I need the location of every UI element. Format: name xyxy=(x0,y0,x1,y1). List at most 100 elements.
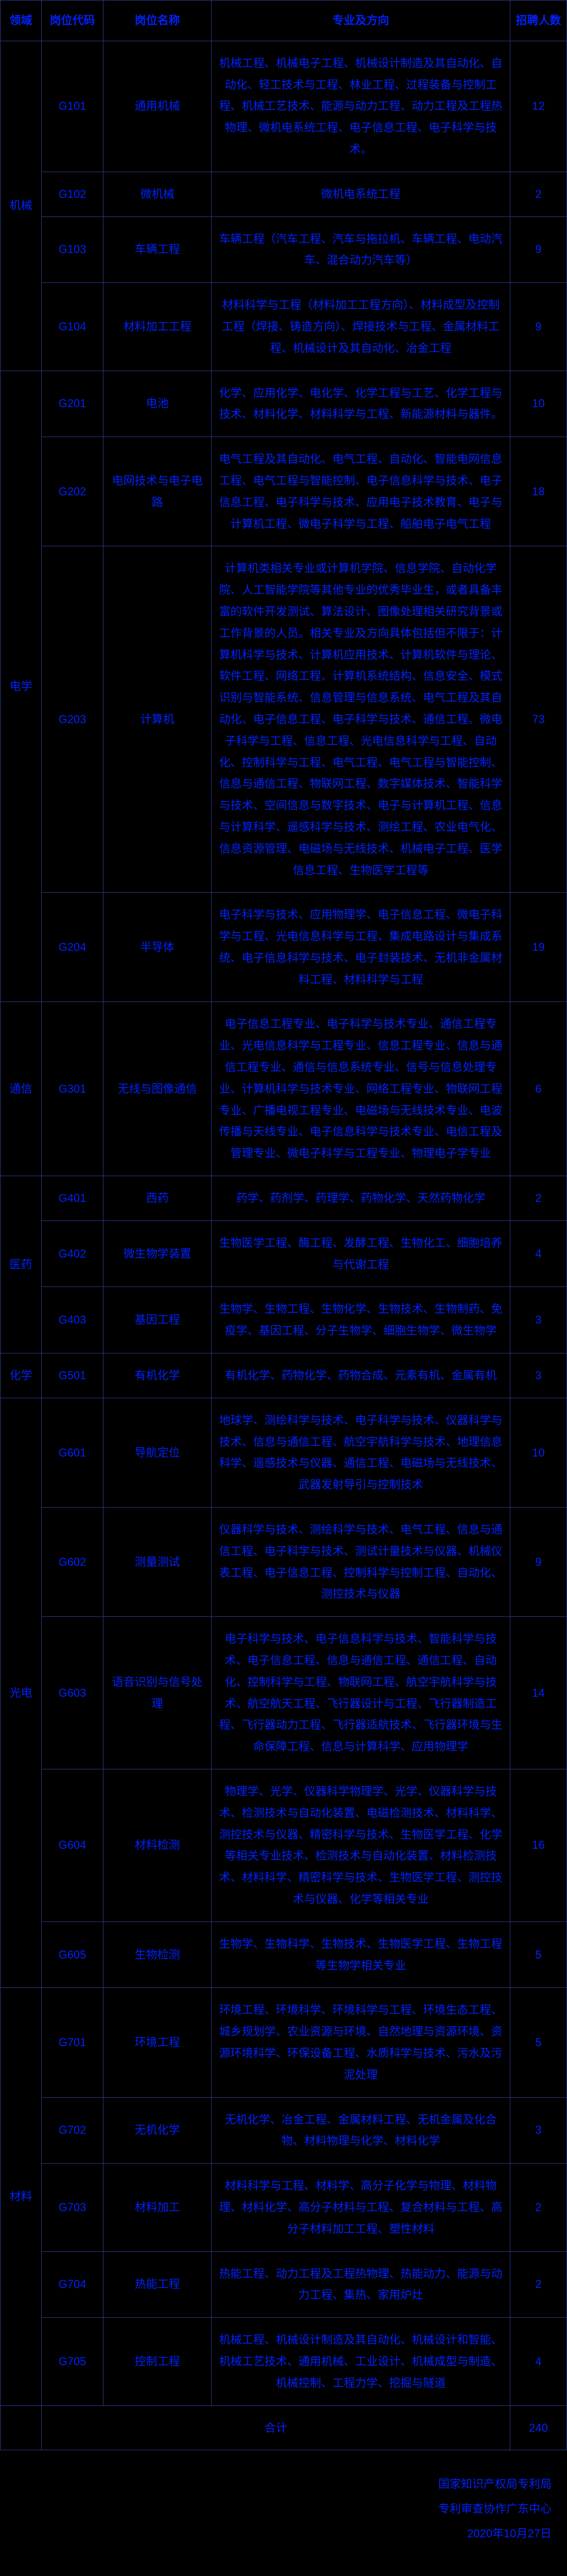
table-row: G605生物检测生物学、生物科学、生物技术、生物医学工程、生物工程等生物学相关专… xyxy=(1,1921,567,1988)
code-cell: G301 xyxy=(42,1002,104,1176)
count-cell: 10 xyxy=(510,1398,567,1507)
table-row: G204半导体电子科学与技术、应用物理学、电子信息工程、微电子科学与工程、光电信… xyxy=(1,893,567,1002)
count-cell: 3 xyxy=(510,1287,567,1353)
table-row: 电学G201电池化学、应用化学、电化学、化学工程与工艺、化学工程与技术、材料化学… xyxy=(1,371,567,437)
major-cell: 化学、应用化学、电化学、化学工程与工艺、化学工程与技术、材料化学、材料科学与工程… xyxy=(212,371,510,437)
domain-cell: 光电 xyxy=(1,1398,42,1988)
code-cell: G202 xyxy=(42,437,104,546)
table-row: G704热能工程热能工程、动力工程及工程热物理、热能动力、能源与动力工程、集热、… xyxy=(1,2251,567,2318)
table-row: G102微机械微机电系统工程2 xyxy=(1,172,567,216)
total-count-cell: 240 xyxy=(510,2405,567,2450)
table-row: G602测量测试仪器科学与技术、测绘科学与技术、电气工程、信息与通信工程、电子科… xyxy=(1,1508,567,1617)
footer-org1: 国家知识产权局专利局 xyxy=(0,2473,552,2496)
post-cell: 环境工程 xyxy=(104,1988,212,2097)
major-cell: 生物学、生物科学、生物技术、生物医学工程、生物工程等生物学相关专业 xyxy=(212,1921,510,1988)
count-cell: 4 xyxy=(510,2318,567,2405)
major-cell: 仪器科学与技术、测绘科学与技术、电气工程、信息与通信工程、电子科学与技术、测试计… xyxy=(212,1508,510,1617)
post-cell: 生物检测 xyxy=(104,1921,212,1988)
table-row: 化学G501有机化学有机化学、药物化学、药物合成、元素有机、金属有机3 xyxy=(1,1353,567,1398)
major-cell: 药学、药剂学、药理学、药物化学、天然药物化学 xyxy=(212,1176,510,1221)
domain-cell: 通信 xyxy=(1,1002,42,1176)
post-cell: 通用机械 xyxy=(104,41,212,172)
total-blank xyxy=(1,2405,42,2450)
count-cell: 2 xyxy=(510,1176,567,1221)
major-cell: 机械工程、机械设计制造及其自动化、机械设计和智能、机械工艺技术、通用机械、工业设… xyxy=(212,2318,510,2405)
count-cell: 12 xyxy=(510,41,567,172)
major-cell: 生物学、生物工程、生物化学、生物技术、生物制药、免疫学、基因工程、分子生物学、细… xyxy=(212,1287,510,1353)
major-cell: 材料科学与工程、材料学、高分子化学与物理、材料物理、材料化学、高分子材料与工程、… xyxy=(212,2164,510,2251)
major-cell: 地球学、测绘科学与技术、电子科学与技术、仪器科学与技术、信息与通信工程、航空宇航… xyxy=(212,1398,510,1507)
code-cell: G703 xyxy=(42,2164,104,2251)
code-cell: G702 xyxy=(42,2097,104,2164)
post-cell: 无机化学 xyxy=(104,2097,212,2164)
code-cell: G705 xyxy=(42,2318,104,2405)
table-row: G702无机化学无机化学、冶金工程、金属材料工程、无机金属及化合物、材料物理与化… xyxy=(1,2097,567,2164)
code-cell: G203 xyxy=(42,546,104,893)
table-row: G203计算机计算机类相关专业或计算机学院、信息学院、自动化学院、人工智能学院等… xyxy=(1,546,567,893)
count-cell: 19 xyxy=(510,893,567,1002)
code-cell: G602 xyxy=(42,1508,104,1617)
table-row: G705控制工程机械工程、机械设计制造及其自动化、机械设计和智能、机械工艺技术、… xyxy=(1,2318,567,2405)
post-cell: 导航定位 xyxy=(104,1398,212,1507)
table-row: G103车辆工程车辆工程（汽车工程、汽车与拖拉机、车辆工程、电动汽车、混合动力汽… xyxy=(1,216,567,283)
count-cell: 6 xyxy=(510,1002,567,1176)
table-row: G603语音识别与信号处理电子科学与技术、电子信息科学与技术、智能科学与技术、电… xyxy=(1,1617,567,1769)
count-cell: 3 xyxy=(510,1353,567,1398)
page-root: 领域 岗位代码 岗位名称 专业及方向 招聘人数 机械G101通用机械机械工程、机… xyxy=(0,0,567,2576)
major-cell: 生物医学工程、酶工程、发酵工程、生物化工、细胞培养与代谢工程 xyxy=(212,1220,510,1287)
total-label-cell: 合计 xyxy=(42,2405,510,2450)
footer: 国家知识产权局专利局 专利审查协作广东中心 2020年10月27日 xyxy=(0,2450,567,2576)
post-cell: 半导体 xyxy=(104,893,212,1002)
recruitment-table: 领域 岗位代码 岗位名称 专业及方向 招聘人数 机械G101通用机械机械工程、机… xyxy=(0,0,567,2450)
code-cell: G701 xyxy=(42,1988,104,2097)
domain-cell: 材料 xyxy=(1,1988,42,2405)
post-cell: 材料加工工程 xyxy=(104,283,212,371)
count-cell: 18 xyxy=(510,437,567,546)
post-cell: 材料检测 xyxy=(104,1769,212,1922)
post-cell: 有机化学 xyxy=(104,1353,212,1398)
table-row: 医药G401西药药学、药剂学、药理学、药物化学、天然药物化学2 xyxy=(1,1176,567,1221)
footer-org2: 专利审查协作广东中心 xyxy=(0,2498,552,2520)
table-row: 通信G301无线与图像通信电子信息工程专业、电子科学与技术专业、通信工程专业、光… xyxy=(1,1002,567,1176)
count-cell: 3 xyxy=(510,2097,567,2164)
header-code: 岗位代码 xyxy=(42,1,104,41)
total-row: 合计240 xyxy=(1,2405,567,2450)
major-cell: 计算机类相关专业或计算机学院、信息学院、自动化学院、人工智能学院等其他专业的优秀… xyxy=(212,546,510,893)
code-cell: G604 xyxy=(42,1769,104,1922)
code-cell: G704 xyxy=(42,2251,104,2318)
post-cell: 微机械 xyxy=(104,172,212,216)
count-cell: 10 xyxy=(510,371,567,437)
domain-cell: 化学 xyxy=(1,1353,42,1398)
post-cell: 电网技术与电子电路 xyxy=(104,437,212,546)
post-cell: 材料加工 xyxy=(104,2164,212,2251)
code-cell: G201 xyxy=(42,371,104,437)
major-cell: 材料科学与工程（材料加工工程方向）、材料成型及控制工程（焊接、铸造方向）、焊接技… xyxy=(212,283,510,371)
count-cell: 73 xyxy=(510,546,567,893)
code-cell: G104 xyxy=(42,283,104,371)
domain-cell: 医药 xyxy=(1,1176,42,1353)
post-cell: 微生物学装置 xyxy=(104,1220,212,1287)
count-cell: 9 xyxy=(510,216,567,283)
table-row: G104材料加工工程材料科学与工程（材料加工工程方向）、材料成型及控制工程（焊接… xyxy=(1,283,567,371)
major-cell: 电子科学与技术、应用物理学、电子信息工程、微电子科学与工程、光电信息科学与工程、… xyxy=(212,893,510,1002)
footer-date: 2020年10月27日 xyxy=(0,2522,552,2545)
header-major: 专业及方向 xyxy=(212,1,510,41)
major-cell: 环境工程、环境科学、环境科学与工程、环境生态工程、城乡规划学、农业资源与环境、自… xyxy=(212,1988,510,2097)
post-cell: 测量测试 xyxy=(104,1508,212,1617)
post-cell: 西药 xyxy=(104,1176,212,1221)
major-cell: 微机电系统工程 xyxy=(212,172,510,216)
code-cell: G102 xyxy=(42,172,104,216)
header-post: 岗位名称 xyxy=(104,1,212,41)
major-cell: 电子信息工程专业、电子科学与技术专业、通信工程专业、光电信息科学与工程专业、信息… xyxy=(212,1002,510,1176)
major-cell: 热能工程、动力工程及工程热物理、热能动力、能源与动力工程、集热、家用炉灶 xyxy=(212,2251,510,2318)
post-cell: 语音识别与信号处理 xyxy=(104,1617,212,1769)
post-cell: 电池 xyxy=(104,371,212,437)
count-cell: 5 xyxy=(510,1921,567,1988)
post-cell: 控制工程 xyxy=(104,2318,212,2405)
count-cell: 2 xyxy=(510,2164,567,2251)
post-cell: 计算机 xyxy=(104,546,212,893)
code-cell: G601 xyxy=(42,1398,104,1507)
count-cell: 14 xyxy=(510,1617,567,1769)
major-cell: 电气工程及其自动化、电气工程、自动化、智能电网信息工程、电气工程与智能控制、电子… xyxy=(212,437,510,546)
table-row: 机械G101通用机械机械工程、机械电子工程、机械设计制造及其自动化、自动化、轻工… xyxy=(1,41,567,172)
